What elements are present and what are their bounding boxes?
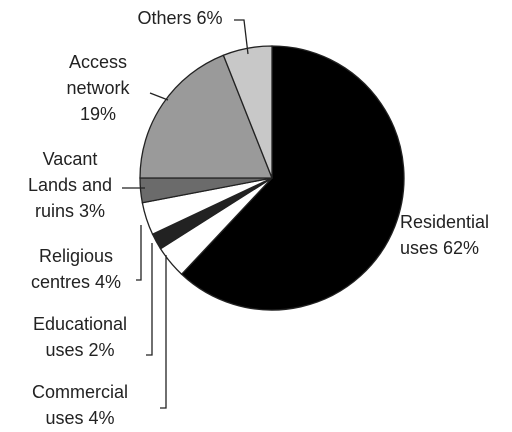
label-residential-uses: Residential uses 62% [400,212,489,258]
slice-access-network [139,54,273,179]
label-line: centres 4% [31,272,121,292]
label-others: Others 6% [137,8,222,28]
slice-residential-uses [180,45,405,311]
label-line: Residential [400,212,489,232]
label-vacant-lands-and-ruins: Vacant Lands and ruins 3% [28,149,112,221]
pie-slices [139,45,405,311]
label-line: Educational [33,314,127,334]
label-line: uses 62% [400,238,479,258]
label-line: Others 6% [137,8,222,28]
label-line: Access [69,52,127,72]
leader-line-commercial-uses [160,255,167,409]
label-line: Religious [39,246,113,266]
label-line: uses 2% [45,340,114,360]
leader-line-religious-centres [136,225,142,281]
leader-lines [122,19,249,409]
label-educational-uses: Educational uses 2% [33,314,127,360]
label-line: network [66,78,130,98]
leader-line-others [234,19,249,55]
slice-labels: Residential uses 62% Commercial uses 4% Educ… [28,8,489,428]
label-access-network: Access network 19% [66,52,130,124]
label-line: uses 4% [45,408,114,428]
leader-line-educational-uses [146,243,153,356]
label-line: 19% [80,104,116,124]
label-line: Vacant [43,149,98,169]
label-commercial-uses: Commercial uses 4% [32,382,128,428]
leader-line-access-network [149,92,169,101]
label-line: Lands and [28,175,112,195]
label-religious-centres: Religious centres 4% [31,246,121,292]
label-line: Commercial [32,382,128,402]
label-line: ruins 3% [35,201,105,221]
